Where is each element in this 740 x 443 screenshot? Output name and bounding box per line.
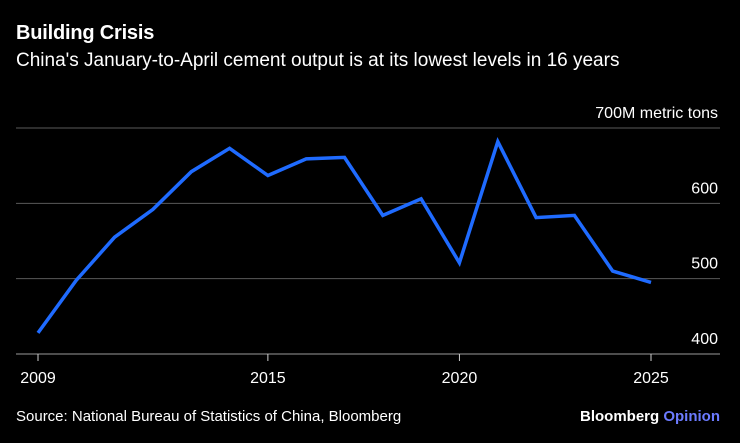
y-tick-label: 600	[691, 180, 718, 197]
source-note: Source: National Bureau of Statistics of…	[16, 408, 402, 425]
y-tick-label: 500	[691, 256, 718, 273]
chart-subtitle: China's January-to-April cement output i…	[16, 50, 620, 71]
y-tick-label: 400	[691, 331, 718, 348]
series-line	[36, 136, 652, 334]
brand-accent: Opinion	[663, 408, 720, 425]
y-tick-label: 700M metric tons	[595, 105, 718, 122]
chart-title: Building Crisis	[16, 22, 155, 44]
brand-logo: Bloomberg Opinion	[580, 408, 720, 425]
x-tick-label: 2020	[442, 370, 478, 387]
series-layer	[36, 136, 652, 334]
x-tick-label: 2009	[20, 370, 56, 387]
gridlines	[16, 127, 720, 355]
x-tick-label: 2025	[633, 370, 669, 387]
x-tick-label: 2015	[250, 370, 286, 387]
brand-main: Bloomberg	[580, 408, 660, 425]
y-tick-labels: 400 500 600 700M metric tons	[595, 105, 718, 348]
x-ticks: 2009 2015 2020 2025	[20, 354, 669, 387]
